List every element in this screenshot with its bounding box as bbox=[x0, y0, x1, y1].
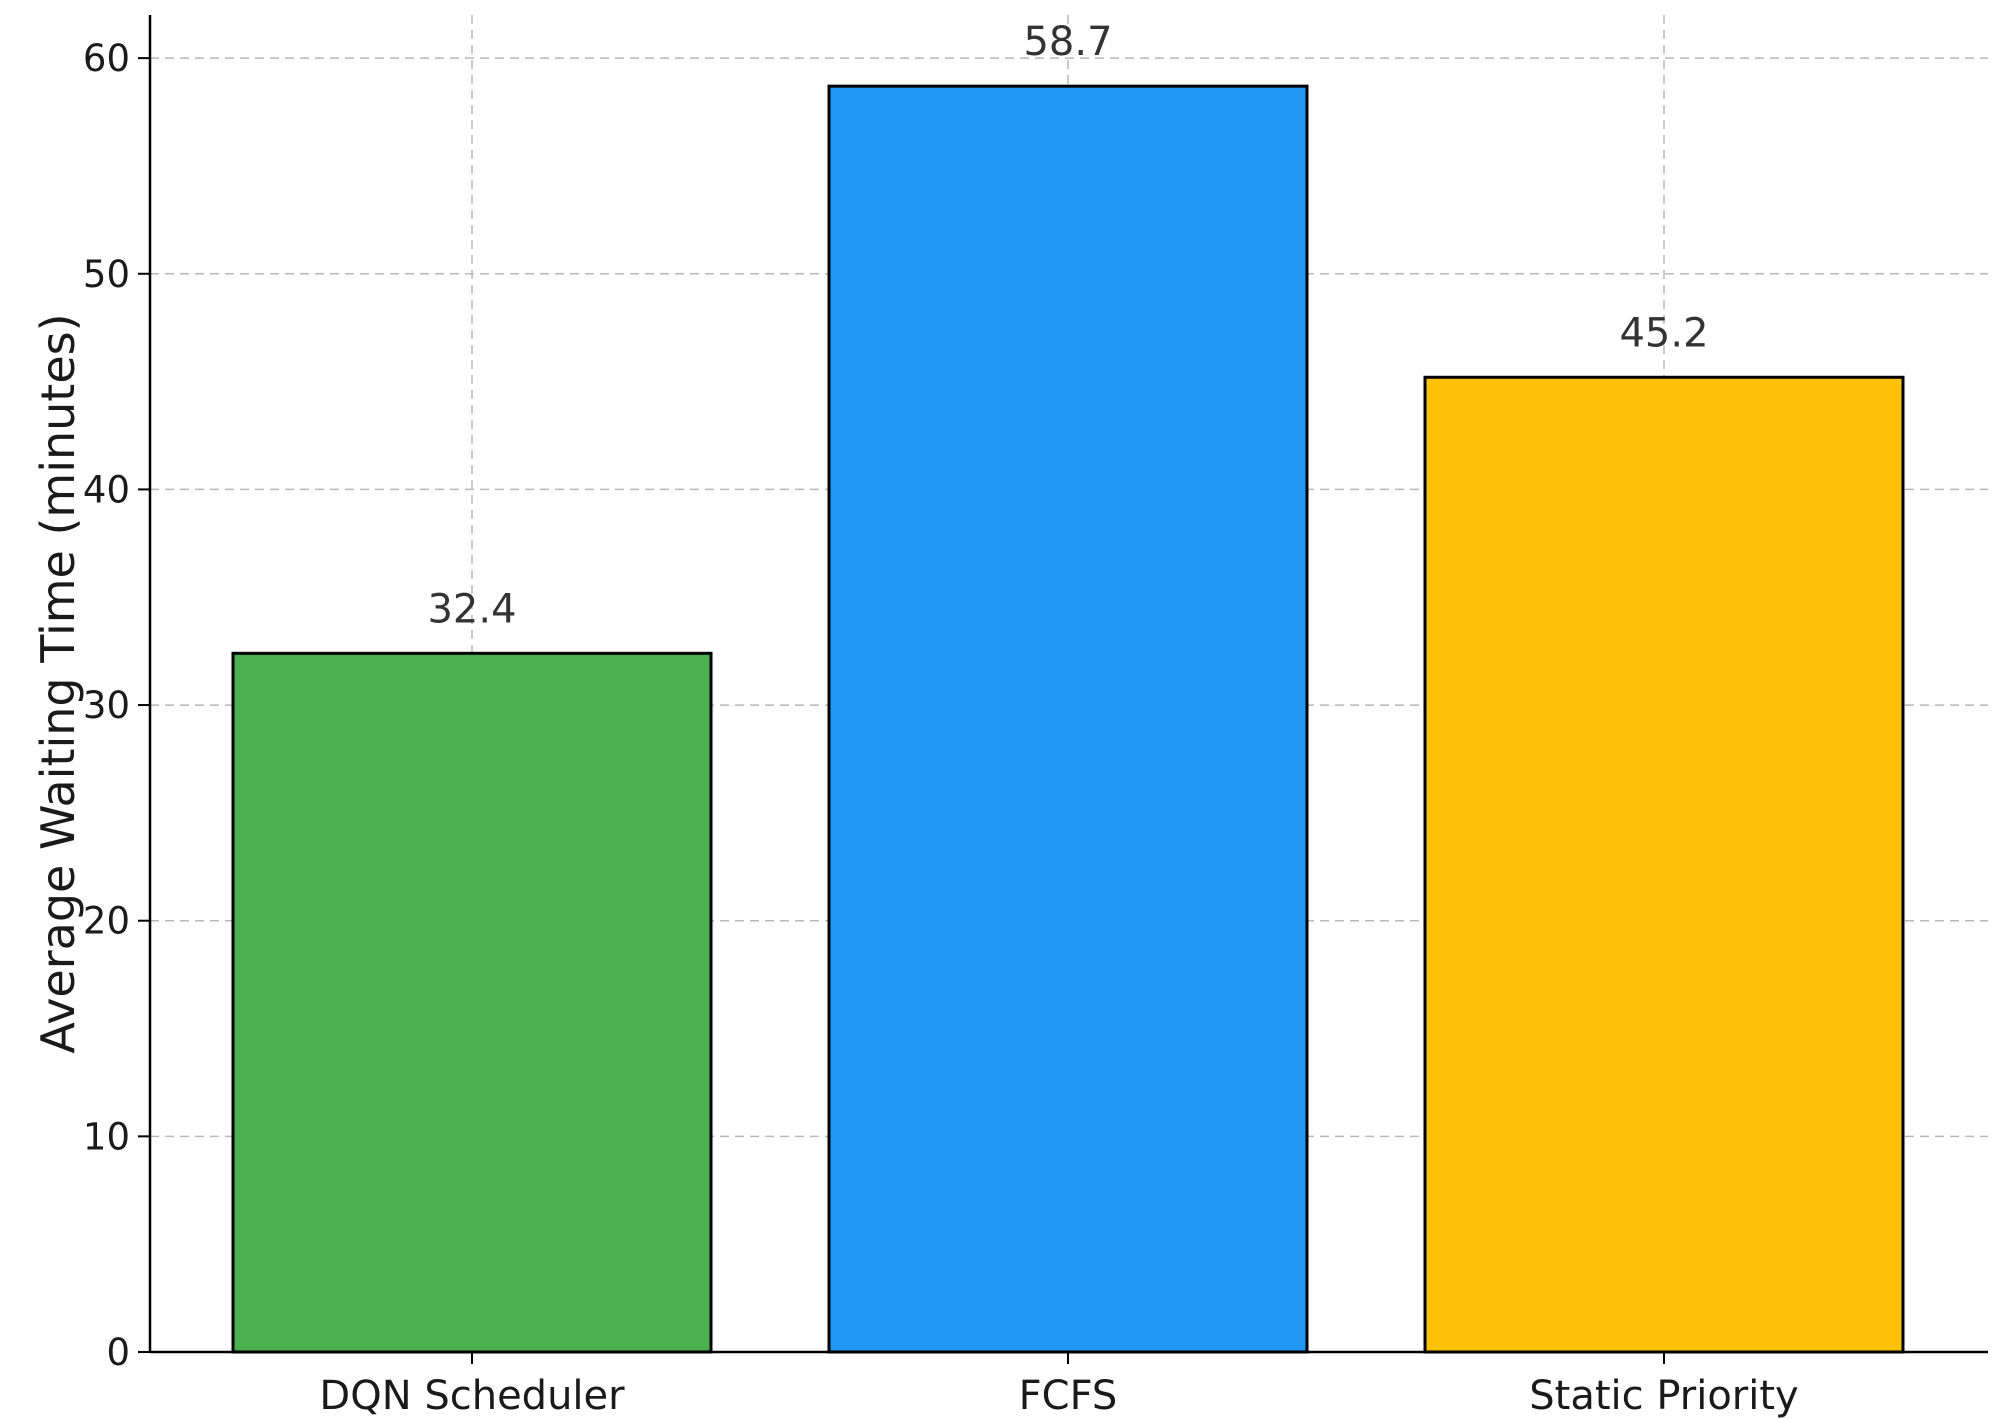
y-tick-label: 40 bbox=[83, 468, 130, 511]
y-tick-label: 50 bbox=[83, 253, 130, 296]
bar bbox=[231, 651, 713, 1354]
y-ticks-group: 0 10 20 30 40 50 60 bbox=[83, 37, 150, 1374]
y-tick-label: 20 bbox=[83, 900, 130, 943]
bar-value-label: 32.4 bbox=[427, 586, 516, 632]
bar-value-label: 58.7 bbox=[1023, 19, 1112, 65]
y-tick-label: 10 bbox=[83, 1115, 130, 1158]
y-tick-label: 30 bbox=[83, 684, 130, 727]
y-tick-label: 60 bbox=[83, 37, 130, 80]
x-ticks-group: DQN Scheduler FCFS Static Priority bbox=[319, 1352, 1799, 1419]
y-tick-label: 0 bbox=[106, 1331, 130, 1374]
x-tick-label: Static Priority bbox=[1529, 1373, 1798, 1419]
bars-group bbox=[231, 84, 1905, 1354]
bar bbox=[1423, 375, 1905, 1354]
value-labels-group: 32.4 58.7 45.2 bbox=[427, 19, 1708, 632]
y-axis-title: Average Waiting Time (minutes) bbox=[31, 313, 85, 1053]
x-tick-label: FCFS bbox=[1019, 1373, 1118, 1419]
x-tick-label: DQN Scheduler bbox=[319, 1373, 625, 1419]
bar bbox=[827, 84, 1309, 1354]
bar-value-label: 45.2 bbox=[1619, 310, 1708, 356]
